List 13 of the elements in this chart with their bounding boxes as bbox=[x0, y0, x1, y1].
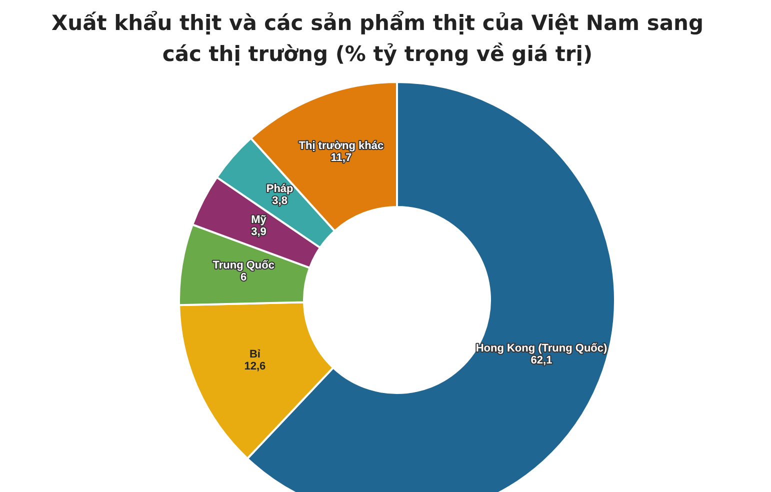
slice-label: Pháp bbox=[266, 182, 294, 195]
data-label: 11,7 bbox=[330, 152, 352, 164]
slice-label: Thị trường khác bbox=[298, 140, 384, 152]
slice-label: Hong Kong (Trung Quốc) bbox=[476, 342, 608, 354]
slice-label: Bỉ bbox=[249, 348, 260, 360]
slice-label: Mỹ bbox=[251, 214, 268, 226]
data-label: 62,1 bbox=[530, 354, 552, 366]
data-label: 3,8 bbox=[272, 194, 288, 207]
data-label: 6 bbox=[240, 271, 247, 284]
slice-label: Trung Quốc bbox=[212, 259, 274, 272]
chart-title: Xuất khẩu thịt và các sản phẩm thịt của Việt Nam sang các thị trường (% tỷ trọng về giá trị) bbox=[51, 10, 704, 66]
data-label: 12,6 bbox=[244, 360, 266, 372]
data-label: 3,9 bbox=[251, 226, 266, 238]
